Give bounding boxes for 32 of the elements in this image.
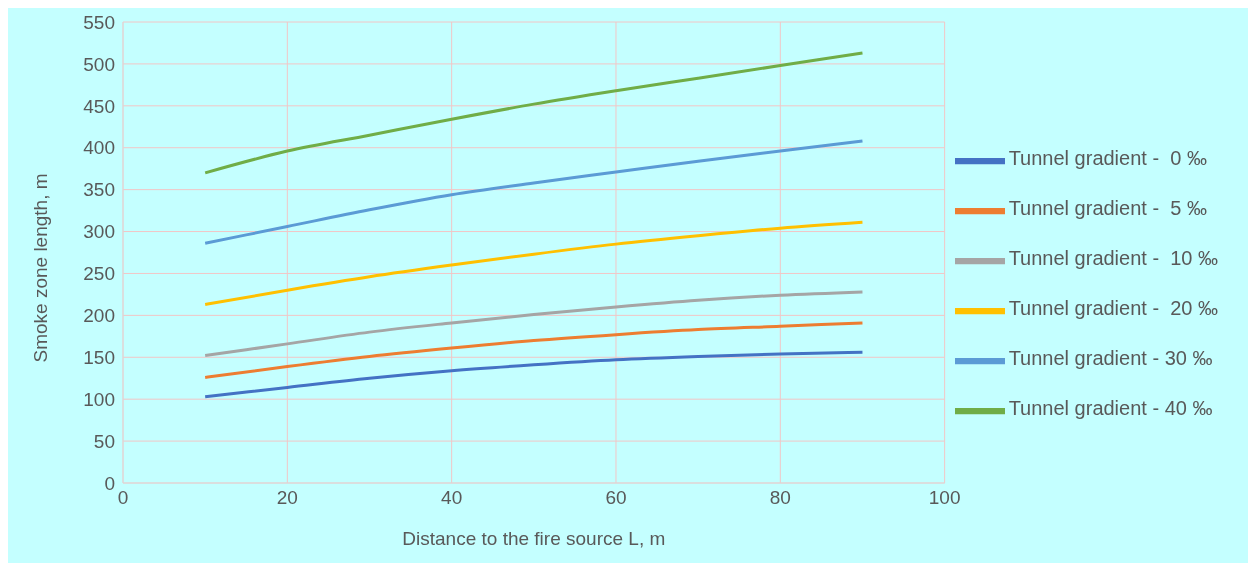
- x-tick-label: 0: [117, 487, 129, 509]
- x-tick-label: 60: [605, 487, 627, 509]
- y-tick-label: 400: [83, 137, 115, 159]
- x-tick-label: 100: [928, 487, 961, 509]
- x-axis-title: Distance to the fire source L, m: [402, 528, 666, 549]
- y-tick-label: 350: [83, 179, 115, 201]
- legend-label: Tunnel gradient - 30 ‰: [1008, 346, 1213, 369]
- x-tick-label: 80: [769, 487, 791, 509]
- y-tick-label: 200: [83, 305, 115, 327]
- legend-label: Tunnel gradient - 20 ‰: [1008, 296, 1218, 319]
- line-series: [203, 220, 864, 306]
- legend-label: Tunnel gradient - 10 ‰: [1008, 246, 1218, 269]
- legend-label: Tunnel gradient - 40 ‰: [1008, 396, 1213, 419]
- legend-label: Tunnel gradient - 5 ‰: [1008, 196, 1207, 219]
- line-series: [203, 290, 864, 358]
- x-tick-label: 40: [441, 487, 463, 509]
- y-tick-label: 500: [83, 53, 115, 75]
- x-tick-label: 20: [276, 487, 298, 509]
- y-tick-label: 300: [83, 221, 115, 243]
- y-tick-label: 50: [93, 430, 115, 452]
- legend-label: Tunnel gradient - 0 ‰: [1008, 146, 1207, 169]
- line-series: [203, 321, 864, 379]
- line-series: [203, 139, 864, 245]
- line-series: [203, 51, 864, 175]
- y-tick-label: 0: [104, 472, 115, 494]
- line-series: [203, 350, 864, 399]
- y-tick-label: 450: [83, 95, 115, 117]
- y-tick-label: 150: [83, 347, 115, 369]
- y-tick-label: 100: [83, 388, 115, 410]
- y-tick-label: 550: [83, 11, 115, 33]
- y-tick-label: 250: [83, 263, 115, 285]
- y-axis-title: Smoke zone length, m: [29, 173, 51, 363]
